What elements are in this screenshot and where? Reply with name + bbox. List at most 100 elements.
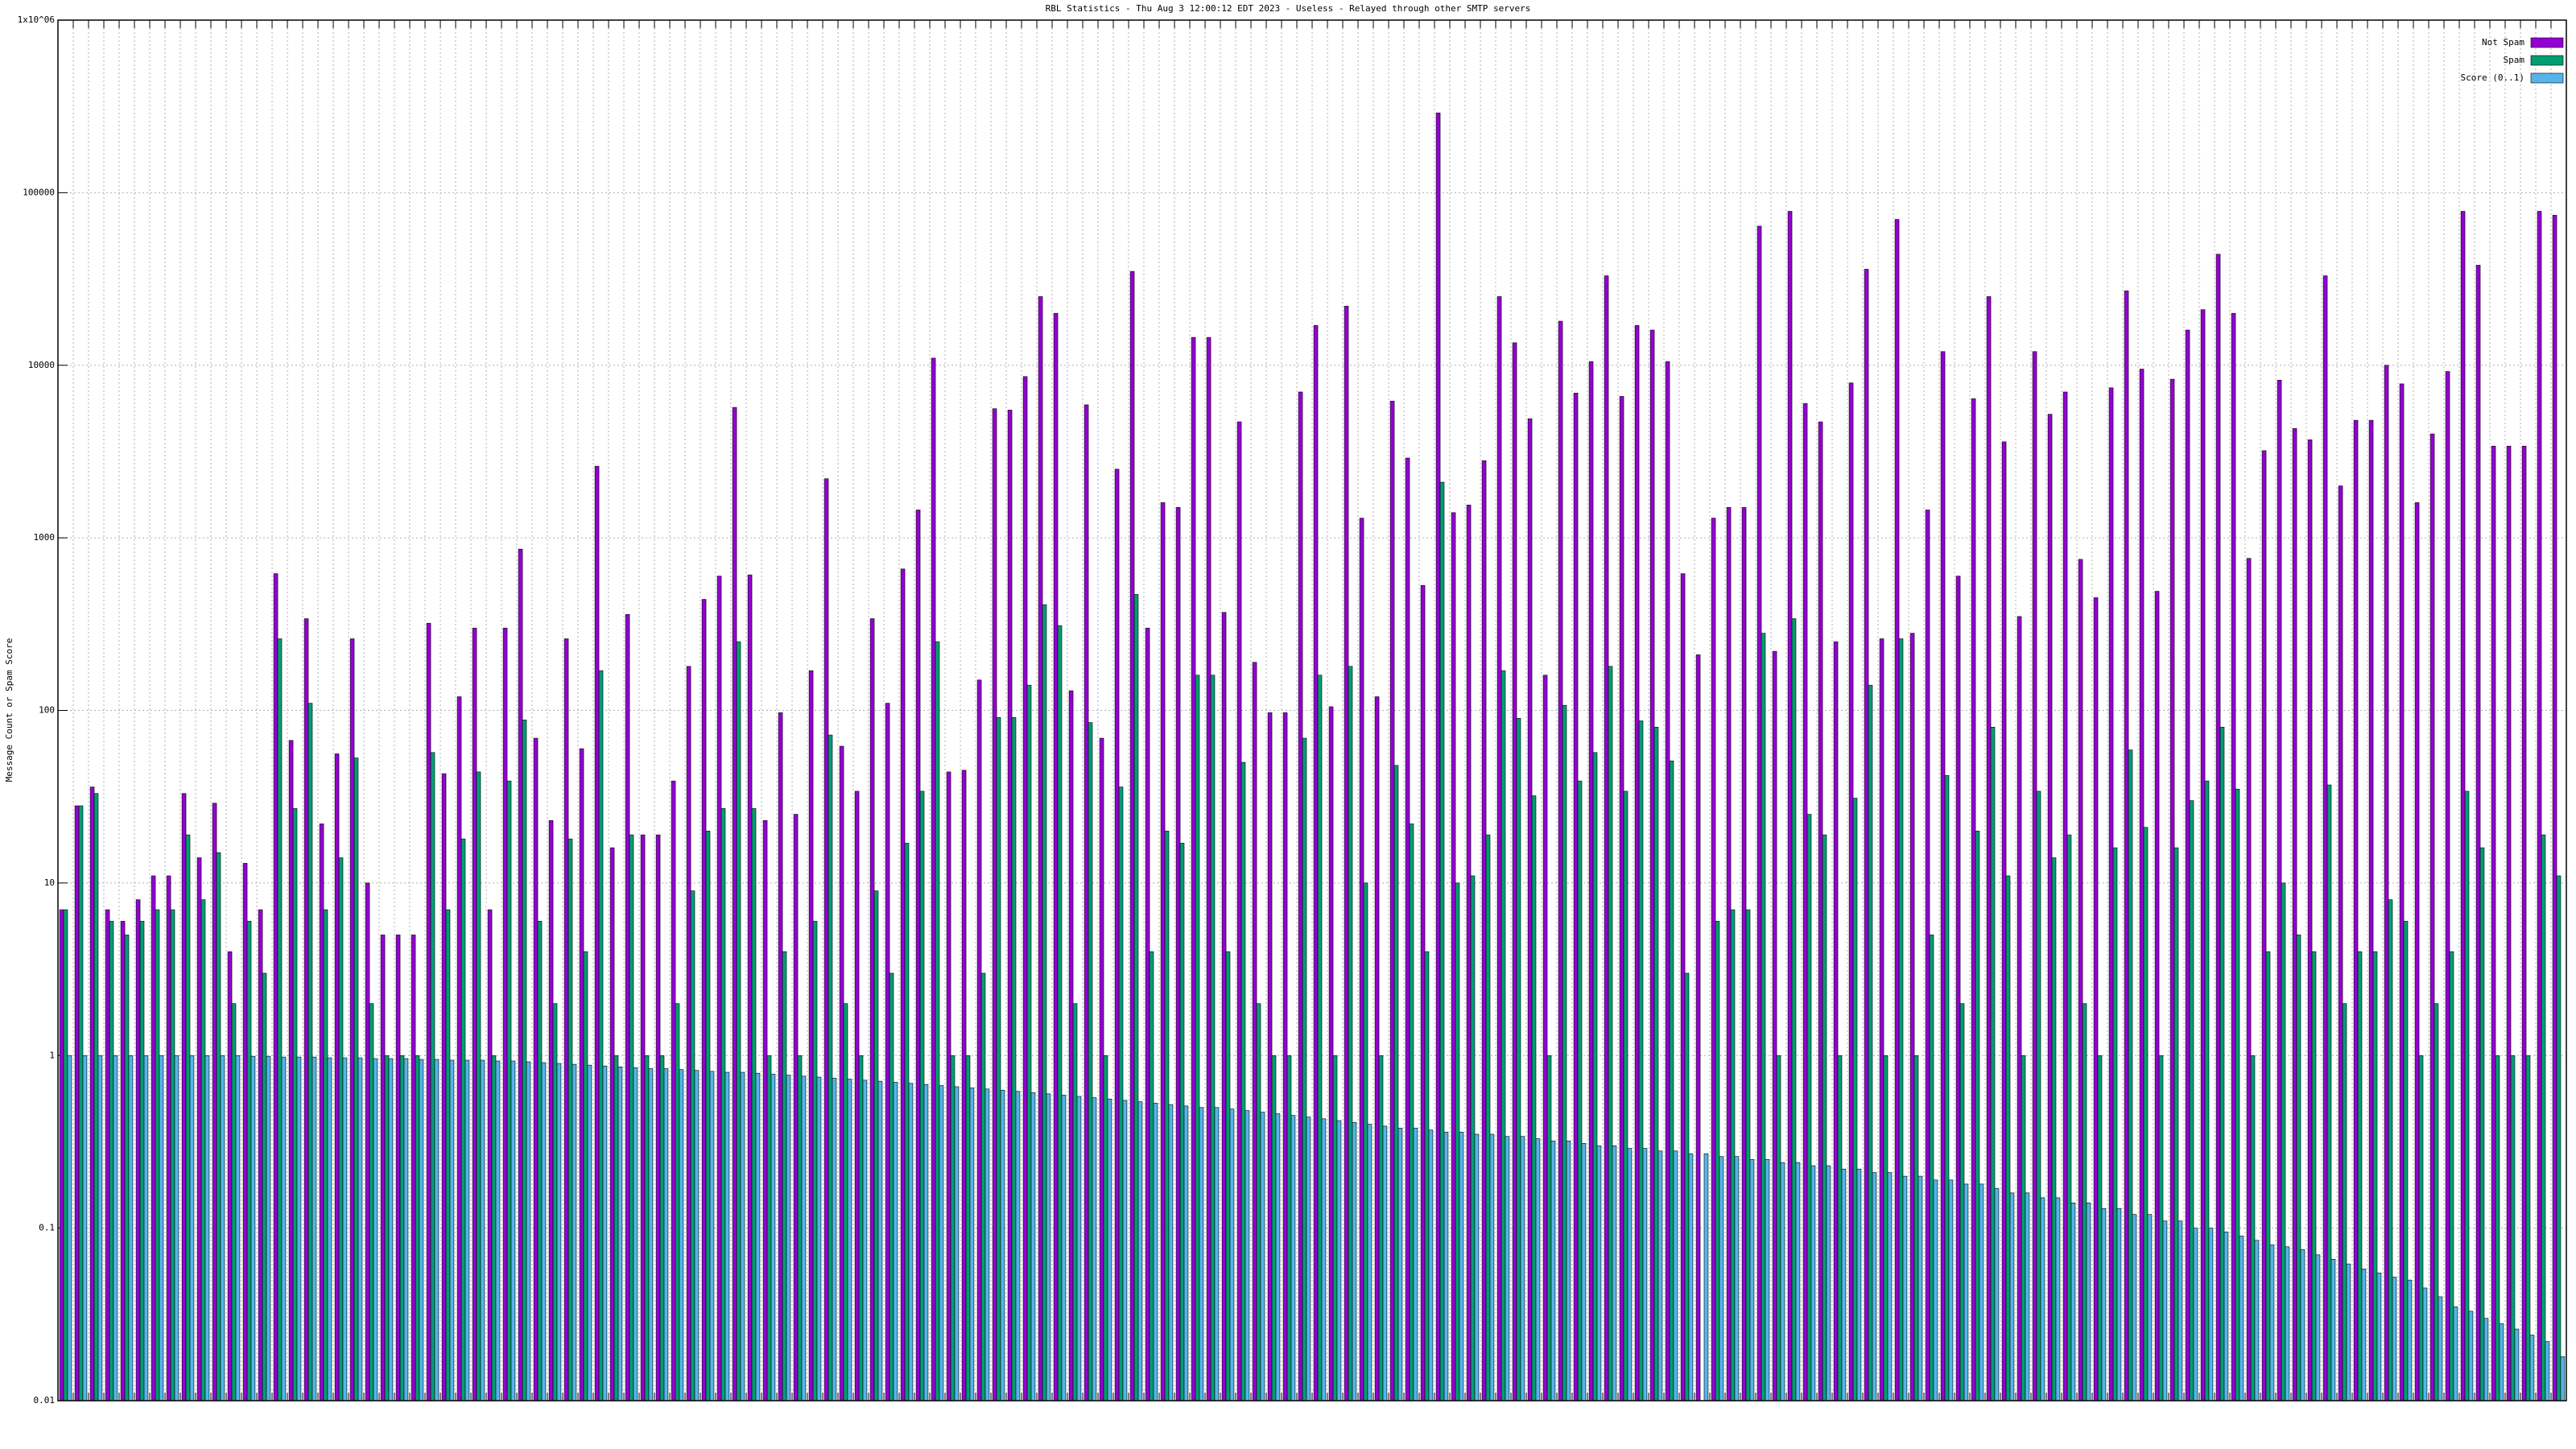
bar (2529, 1335, 2535, 1402)
bar (1684, 972, 1690, 1402)
bar (1963, 1183, 1969, 1402)
bar (1363, 882, 1368, 1402)
bar (935, 641, 940, 1402)
bar (216, 852, 221, 1402)
bar (1317, 675, 1323, 1402)
bar (430, 752, 436, 1402)
bar (2296, 935, 2301, 1402)
bar (1627, 1148, 1633, 1402)
chart-title: RBL Statistics - Thu Aug 3 12:00:12 EDT … (1046, 3, 1531, 14)
bar (2346, 1263, 2351, 1402)
bar (2403, 921, 2409, 1402)
plot-frame (57, 19, 2567, 1402)
bar (2552, 215, 2557, 1402)
bar (770, 1074, 776, 1402)
bar (1527, 418, 1533, 1402)
bar (1470, 875, 1476, 1402)
bar (1378, 1055, 1384, 1402)
bar (369, 1003, 374, 1402)
bar (812, 921, 818, 1402)
bar (1068, 690, 1074, 1402)
bar (2541, 834, 2546, 1402)
bar (395, 935, 401, 1402)
bar (2246, 558, 2252, 1402)
bar (384, 1055, 390, 1402)
bar (2193, 1228, 2198, 1402)
bar (323, 909, 328, 1402)
bar (716, 576, 722, 1402)
bar (720, 808, 726, 1402)
bar (353, 758, 359, 1402)
bar (950, 1055, 956, 1402)
bar (2093, 597, 2099, 1402)
bar (1424, 951, 1430, 1402)
bar (1298, 391, 1303, 1402)
bar (200, 899, 206, 1402)
bar (1833, 641, 1839, 1402)
bar (1042, 604, 1047, 1402)
bar (1653, 726, 1659, 1402)
bar (946, 771, 952, 1402)
bar (847, 1079, 852, 1402)
bar (1179, 843, 1185, 1402)
bar (2434, 1003, 2439, 1402)
bar (694, 1070, 700, 1402)
bar (1665, 361, 1670, 1402)
bar (2445, 371, 2450, 1402)
bar (2215, 254, 2221, 1402)
bar (476, 771, 481, 1402)
bar (1260, 1112, 1265, 1402)
legend-label: Score (0..1) (2461, 72, 2524, 83)
bar (1975, 831, 1980, 1402)
bar (1129, 270, 1135, 1402)
bar (1902, 1175, 1908, 1402)
bar (1191, 336, 1196, 1402)
bar (1894, 219, 1900, 1402)
bar (59, 909, 64, 1402)
bar (2342, 1003, 2347, 1402)
bar (1236, 421, 1242, 1402)
y-tick-label: 100000 (23, 187, 55, 197)
bar (1933, 1179, 1938, 1402)
bar (2009, 1192, 2015, 1402)
bar (403, 1058, 409, 1402)
bar (655, 834, 661, 1402)
bar (1302, 737, 1307, 1402)
bar (342, 1057, 348, 1402)
bar (2384, 365, 2389, 1402)
bar (786, 1075, 791, 1402)
bar (633, 1067, 638, 1402)
bar (2285, 1246, 2290, 1402)
bar (2223, 1232, 2229, 1402)
bar (1485, 834, 1491, 1402)
bar (2292, 428, 2297, 1402)
bar (2070, 1202, 2076, 1402)
bar (1256, 1003, 1261, 1402)
bar (705, 831, 711, 1402)
bar (312, 1056, 317, 1402)
bar (1818, 421, 1823, 1402)
y-tick-label: 10 (44, 877, 55, 888)
bar (231, 1003, 237, 1402)
bar (1103, 1055, 1108, 1402)
bar (782, 951, 787, 1402)
bar (1887, 1172, 1893, 1402)
bar (1592, 752, 1598, 1402)
bar (1022, 376, 1028, 1402)
bar (659, 1055, 665, 1402)
bar (2307, 440, 2313, 1402)
bar (1088, 722, 1093, 1402)
bar (296, 1056, 302, 1402)
bar (1459, 1132, 1464, 1402)
bar (2506, 445, 2512, 1402)
bar (338, 857, 344, 1402)
bar (556, 1063, 562, 1402)
bar (1703, 1153, 1709, 1402)
bar (480, 1059, 485, 1402)
bar (1092, 1097, 1097, 1402)
bar (227, 951, 233, 1402)
bar (2514, 1328, 2520, 1402)
bar (1451, 512, 1456, 1402)
bar (663, 1068, 669, 1402)
bar (1030, 1092, 1036, 1402)
